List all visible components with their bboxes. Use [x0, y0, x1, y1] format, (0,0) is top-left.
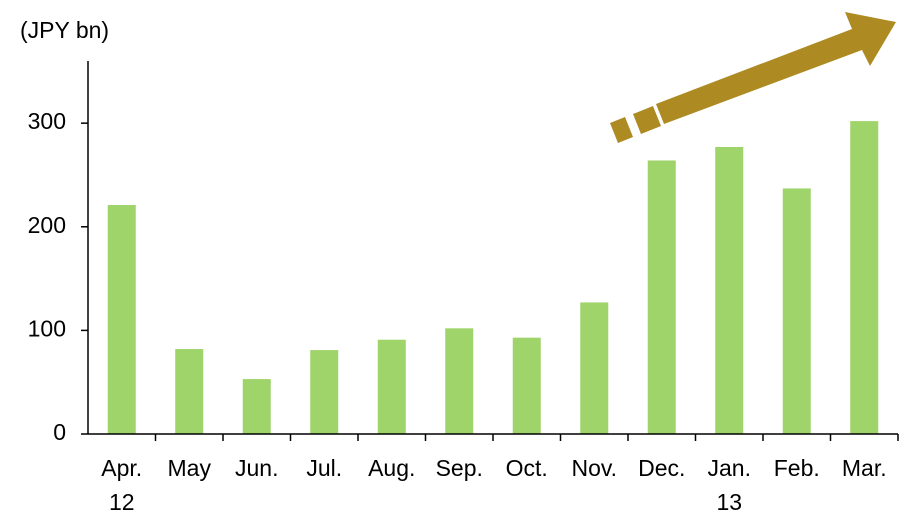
- x-year-label: 13: [716, 489, 742, 514]
- x-tick-label: Aug.: [368, 455, 415, 481]
- x-tick-label: Feb.: [774, 455, 820, 481]
- bar: [377, 339, 406, 434]
- bar: [647, 160, 676, 434]
- trend-arrow: [610, 12, 896, 143]
- x-tick-label: Dec.: [638, 455, 685, 481]
- y-tick-label: 200: [28, 212, 66, 238]
- bar: [107, 205, 136, 434]
- x-tick-label: Jul.: [306, 455, 342, 481]
- x-year-label: 12: [109, 489, 135, 514]
- y-tick-label: 100: [28, 315, 66, 341]
- x-tick-label: Nov.: [571, 455, 617, 481]
- bar: [512, 337, 541, 434]
- bar: [850, 121, 879, 434]
- y-tick-label: 0: [53, 419, 66, 445]
- y-tick-label: 300: [28, 108, 66, 134]
- bar: [715, 146, 744, 434]
- x-tick-label: Mar.: [842, 455, 887, 481]
- bar: [242, 379, 271, 434]
- x-tick-label: Jun.: [235, 455, 278, 481]
- x-tick-label: Jan.: [708, 455, 751, 481]
- bar: [445, 328, 474, 434]
- bar: [580, 302, 609, 434]
- x-tick-label: May: [168, 455, 212, 481]
- bar: [310, 350, 339, 434]
- bar: [175, 349, 204, 434]
- y-axis-label: (JPY bn): [20, 17, 109, 43]
- bar: [782, 188, 811, 434]
- x-tick-label: Oct.: [506, 455, 548, 481]
- x-tick-label: Apr.: [101, 455, 142, 481]
- x-tick-label: Sep.: [436, 455, 483, 481]
